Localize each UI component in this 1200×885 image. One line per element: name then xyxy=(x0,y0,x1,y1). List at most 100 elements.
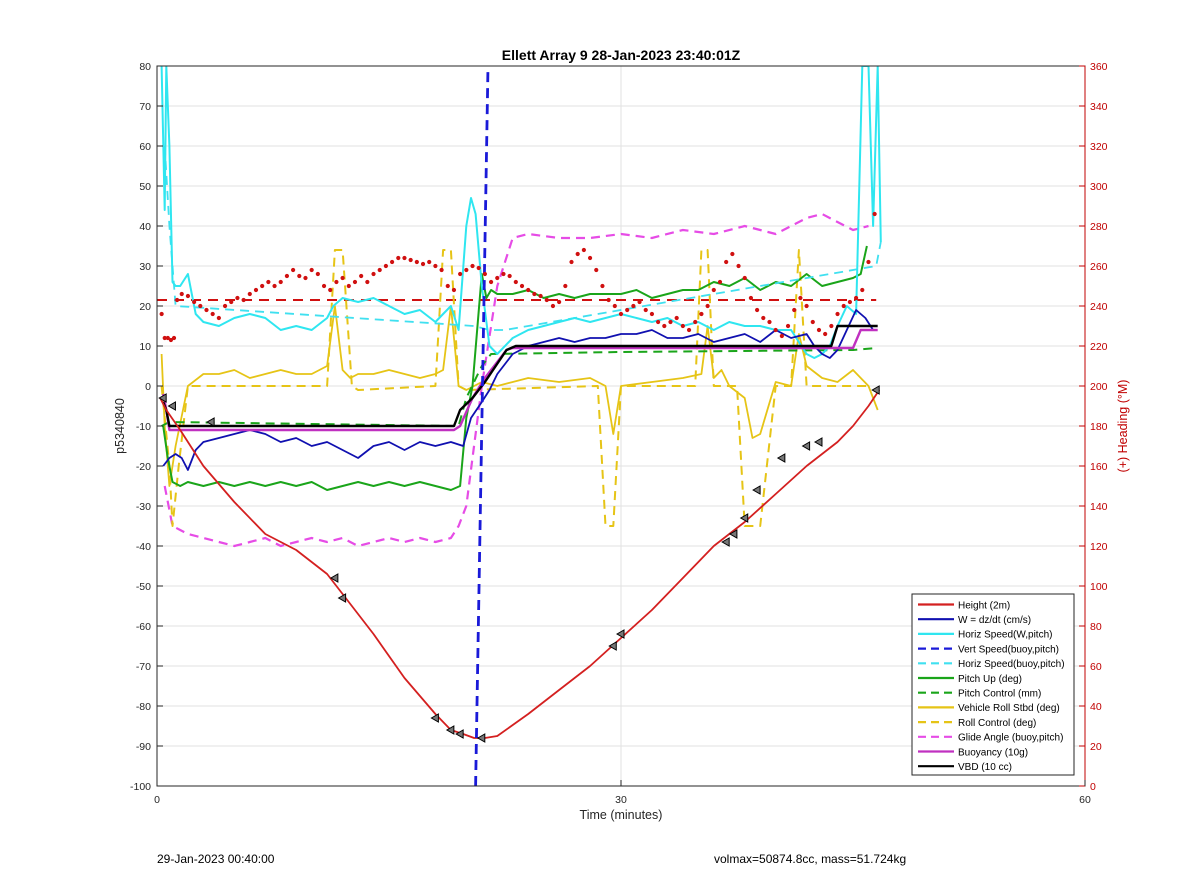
y-tick-label: 40 xyxy=(139,221,151,233)
heading-point xyxy=(656,319,661,325)
heading-point xyxy=(693,319,698,325)
heading-point xyxy=(204,307,209,313)
heading-point xyxy=(798,295,803,301)
heading-point xyxy=(247,291,252,297)
heading-point xyxy=(748,295,754,301)
heading-point xyxy=(315,271,320,277)
axis-ticks: -100-90-80-70-60-50-40-30-20-10010203040… xyxy=(130,61,1108,806)
heading-point xyxy=(606,297,611,303)
y-tick-label: -70 xyxy=(136,661,151,673)
y2-tick-label: 260 xyxy=(1090,261,1108,273)
height-marker xyxy=(608,641,617,651)
series-horiz-w xyxy=(160,66,882,359)
y-tick-label: -50 xyxy=(136,581,151,593)
heading-point xyxy=(835,311,840,317)
series-roll xyxy=(160,305,879,487)
heading-point xyxy=(284,273,290,279)
heading-point xyxy=(309,267,314,273)
y-tick-label: 0 xyxy=(145,381,151,393)
heading-point xyxy=(396,255,401,261)
heading-point xyxy=(637,299,642,305)
heading-point xyxy=(519,283,525,289)
y2-tick-label: 160 xyxy=(1090,461,1108,473)
legend: Height (2m) W = dz/dt (cm/s) Horiz Speed(W… xyxy=(911,593,1075,776)
heading-point xyxy=(253,287,259,293)
heading-point xyxy=(761,315,766,321)
heading-point xyxy=(829,323,834,329)
legend-box xyxy=(911,593,1075,776)
y2-tick-label: 40 xyxy=(1090,701,1102,713)
height-marker xyxy=(813,437,823,447)
legend-entry: Pitch Control (mm) xyxy=(958,689,1041,700)
heading-point xyxy=(185,293,191,299)
heading-point xyxy=(328,287,333,293)
heading-point xyxy=(488,279,494,285)
heading-point xyxy=(229,299,234,305)
heading-point xyxy=(557,299,562,305)
x-tick-label: 60 xyxy=(1079,794,1091,806)
heading-point xyxy=(303,275,308,281)
heading-point xyxy=(297,273,302,279)
heading-point xyxy=(346,283,351,289)
height-marker xyxy=(728,529,738,539)
height-marker xyxy=(337,593,347,603)
y-tick-label: -90 xyxy=(136,741,151,753)
y2-tick-label: 280 xyxy=(1090,221,1108,233)
heading-point xyxy=(291,267,296,273)
series-glide xyxy=(163,212,869,548)
legend-entry: Buoyancy (10g) xyxy=(958,747,1028,758)
legend-entry: Horiz Speed(W,pitch) xyxy=(958,630,1052,641)
y-tick-label: 20 xyxy=(139,301,151,313)
height-marker xyxy=(445,725,455,735)
heading-point xyxy=(359,273,364,279)
y-tick-label: -20 xyxy=(136,461,151,473)
heading-point xyxy=(389,259,395,265)
y2-tick-label: 340 xyxy=(1090,101,1108,113)
heading-point xyxy=(816,327,822,333)
heading-point xyxy=(538,293,543,299)
heading-point xyxy=(427,259,432,265)
heading-point xyxy=(705,303,710,309)
height-marker xyxy=(158,393,167,403)
heading-point xyxy=(618,311,624,317)
heading-point xyxy=(168,337,174,343)
y2-tick-label: 20 xyxy=(1090,741,1102,753)
heading-point xyxy=(674,315,679,321)
heading-point xyxy=(159,311,164,317)
height-marker xyxy=(329,573,339,583)
heading-point xyxy=(321,283,327,289)
series-roll-ctrl xyxy=(160,249,869,527)
legend-entry: Height (2m) xyxy=(958,600,1010,611)
height-marker xyxy=(430,713,439,723)
heading-point xyxy=(569,259,574,265)
heading-point xyxy=(198,303,203,309)
y2-tick-label: 120 xyxy=(1090,541,1108,553)
series-vert-buoy xyxy=(474,66,490,786)
heading-point xyxy=(278,279,283,285)
height-marker xyxy=(752,485,761,495)
heading-point xyxy=(792,307,797,313)
heading-point xyxy=(408,257,413,263)
series-vbd xyxy=(162,324,878,428)
y2-tick-label: 60 xyxy=(1090,661,1102,673)
heading-point xyxy=(445,283,450,289)
footer-timestamp: 29-Jan-2023 00:40:00 xyxy=(157,852,275,866)
heading-point xyxy=(841,303,846,309)
x-tick-label: 0 xyxy=(154,794,160,806)
heading-point xyxy=(581,247,586,253)
heading-point xyxy=(272,283,277,289)
series-layer xyxy=(157,66,882,786)
heading-point xyxy=(575,251,580,257)
y2-tick-label: 100 xyxy=(1090,581,1108,593)
heading-point xyxy=(773,327,778,333)
heading-point xyxy=(668,319,673,325)
footer-volmax-mass: volmax=50874.8cc, mass=51.724kg xyxy=(714,852,907,866)
heading-point xyxy=(402,255,407,261)
height-marker xyxy=(206,417,215,427)
heading-point xyxy=(464,267,469,273)
y-tick-label: -30 xyxy=(136,501,151,513)
heading-point xyxy=(175,297,180,303)
heading-point xyxy=(352,279,358,285)
y-tick-label: 80 xyxy=(139,61,151,73)
